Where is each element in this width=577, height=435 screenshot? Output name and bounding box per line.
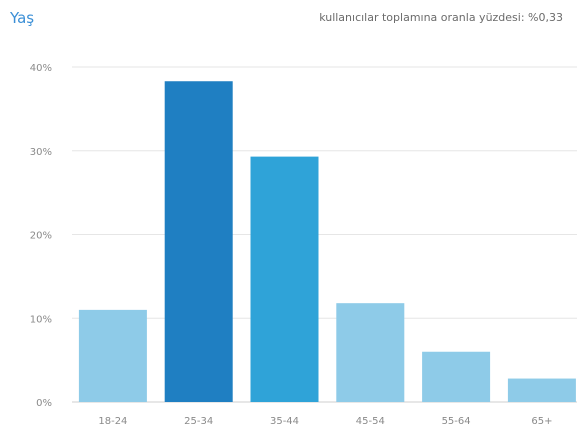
x-tick-label: 25-34 [184,416,213,427]
x-tick-label: 18-24 [98,416,127,427]
bar [422,351,491,402]
y-tick-label: 20% [30,231,52,242]
bar [507,378,576,402]
chart-title: Yaş [10,9,35,27]
y-tick-label: 10% [30,314,52,325]
bar [164,81,233,403]
x-tick-label: 35-44 [270,416,299,427]
y-tick-label: 40% [30,63,52,74]
y-tick-label: 0% [36,398,52,409]
bar [78,309,147,402]
x-tick-label: 45-54 [356,416,385,427]
x-tick-label: 55-64 [442,416,471,427]
bar [336,303,405,402]
y-tick-label: 30% [30,147,52,158]
chart-subtitle: kullanıcılar toplamına oranla yüzdesi: %… [319,11,563,24]
x-tick-label: 65+ [531,416,552,427]
bar [250,156,319,402]
